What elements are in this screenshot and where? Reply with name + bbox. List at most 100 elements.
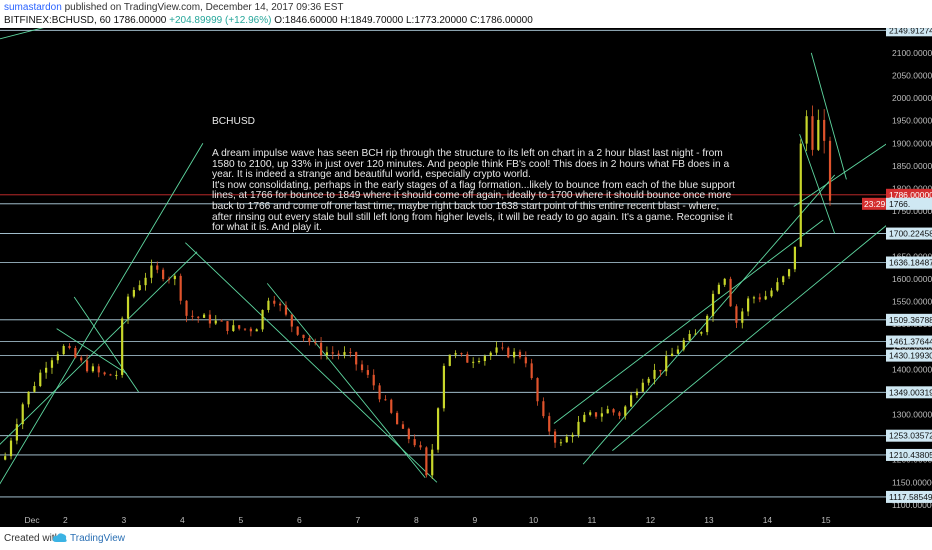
- candle-body: [811, 116, 814, 150]
- trendline: [612, 225, 886, 451]
- candle-body: [530, 363, 533, 379]
- time-tick-label: 2: [63, 515, 68, 525]
- candle-body: [308, 337, 311, 343]
- candle-body: [249, 328, 252, 332]
- price-tick-label: 1300.00000: [892, 409, 932, 419]
- trendline: [0, 28, 44, 40]
- candle-body: [314, 342, 317, 344]
- candle-body: [817, 119, 820, 150]
- price-level-tag: [886, 335, 932, 348]
- symbol-line: BITFINEX:BCHUSD, 60 1786.00000 +204.8999…: [4, 15, 533, 26]
- price-level-label: 1461.37644: [889, 337, 932, 347]
- time-tick-label: 4: [180, 515, 185, 525]
- candle-body: [372, 374, 375, 386]
- created-with-label: Created with: [4, 533, 61, 544]
- candle-body: [700, 332, 703, 334]
- candle-body: [741, 311, 744, 323]
- candle-body: [62, 345, 65, 355]
- candle-body: [618, 412, 621, 416]
- candle-body: [413, 439, 416, 446]
- candle-body: [723, 278, 726, 285]
- time-tick-label: 8: [414, 515, 419, 525]
- candle-body: [21, 404, 24, 425]
- candle-body: [688, 333, 691, 341]
- ohlc-open: O:1846.60000: [274, 15, 338, 26]
- candle-body: [319, 342, 323, 356]
- candle-body: [583, 414, 586, 422]
- chart-header: sumastardon published on TradingView.com…: [0, 0, 932, 28]
- candle-body: [366, 370, 369, 375]
- candle-body: [261, 309, 264, 330]
- candle-body: [536, 378, 539, 402]
- candle-body: [384, 399, 387, 401]
- candle-body: [185, 300, 188, 316]
- time-tick-label: 5: [239, 515, 244, 525]
- candle-body: [68, 345, 71, 348]
- price-level-tag: [886, 448, 932, 461]
- candle-body: [670, 353, 674, 357]
- price-tick-label: 1100.00000: [892, 500, 932, 510]
- trendline: [73, 296, 139, 393]
- price-tick-label: 2100.00000: [892, 48, 932, 58]
- price-axis[interactable]: 1100.000001150.000001200.000001250.00000…: [886, 28, 932, 513]
- price-tick-label: 1900.00000: [892, 138, 932, 148]
- candle-body: [173, 275, 176, 280]
- candle-body: [659, 369, 662, 372]
- chart-svg[interactable]: 23:29: [0, 28, 886, 513]
- price-level-label: 1509.36788: [889, 315, 932, 325]
- candle-body: [390, 399, 393, 413]
- candle-body: [74, 347, 77, 358]
- candle-body: [735, 306, 738, 323]
- candle-body: [472, 361, 475, 363]
- candle-body: [466, 354, 469, 363]
- candle-body: [565, 436, 568, 443]
- price-level-tag: [886, 188, 932, 201]
- price-tick-label: 1400.00000: [892, 364, 932, 374]
- candle-body: [548, 416, 551, 432]
- tradingview-cloud-icon: [52, 533, 67, 542]
- candle-body: [571, 434, 574, 437]
- candle-body: [653, 369, 656, 379]
- candle-body: [331, 352, 334, 354]
- candle-body: [630, 395, 633, 407]
- candle-body: [302, 334, 305, 338]
- candle-body: [97, 366, 100, 373]
- candle-body: [162, 269, 165, 280]
- time-tick-label: Dec: [25, 515, 41, 525]
- candle-body: [167, 279, 171, 281]
- time-tick-label: 11: [588, 515, 597, 525]
- candle-body: [787, 269, 791, 277]
- candle-body: [594, 412, 598, 417]
- ohlc-close: C:1786.00000: [469, 15, 533, 26]
- candle-body: [612, 409, 615, 413]
- price-level-tag: [886, 256, 932, 269]
- time-tick-label: 12: [646, 515, 656, 525]
- price-tick-label: 1950.00000: [892, 116, 932, 126]
- chart-annotation: BCHUSD A dream impulse wave has seen BCH…: [212, 96, 742, 244]
- candle-body: [378, 385, 381, 400]
- candle-body: [553, 431, 557, 443]
- candle-body: [56, 354, 59, 361]
- candle-body: [513, 351, 516, 358]
- time-axis[interactable]: Dec 2 3 4 5 6 7 8 9 10 11 12 13 14 15: [0, 513, 886, 527]
- candle-body: [694, 333, 697, 335]
- candle-body: [85, 360, 89, 372]
- candle-body: [243, 328, 247, 330]
- candle-body: [39, 372, 42, 387]
- time-tick-label: 3: [122, 515, 127, 525]
- candle-body: [33, 386, 36, 392]
- price-level-tag: [886, 429, 932, 442]
- candle-body: [226, 321, 229, 332]
- candle-body: [770, 290, 773, 297]
- chart-plot-area[interactable]: 23:29: [0, 28, 886, 513]
- author-link[interactable]: sumastardon: [4, 2, 62, 13]
- candle-body: [442, 365, 446, 409]
- publish-line: sumastardon published on TradingView.com…: [4, 2, 343, 13]
- tradingview-brand[interactable]: TradingView: [70, 533, 126, 544]
- price-level-tag: [886, 349, 932, 362]
- candle-body: [518, 351, 522, 358]
- candle-body: [255, 329, 258, 332]
- price-level-label: 1349.00319: [889, 387, 932, 397]
- candle-body: [197, 316, 200, 318]
- price-level-label: 1766.: [889, 199, 910, 209]
